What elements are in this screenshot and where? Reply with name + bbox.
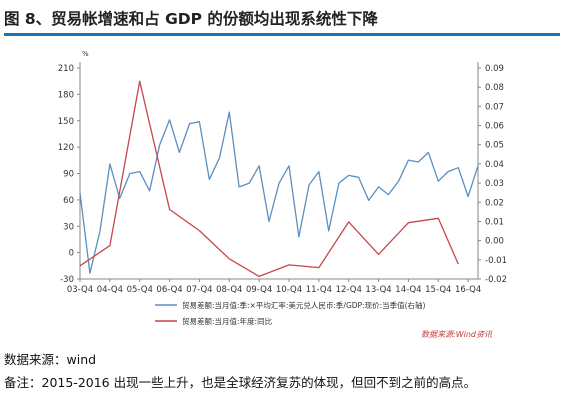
x-axis-tick-label: 05-Q4 xyxy=(127,285,153,295)
x-axis-tick-label: 08-Q4 xyxy=(216,285,242,295)
x-axis-tick-label: 07-Q4 xyxy=(186,285,212,295)
left-axis-tick-label: 120 xyxy=(58,143,74,153)
figure-title: 图 8、贸易帐增速和占 GDP 的份额均出现系统性下降 xyxy=(4,5,560,36)
left-axis-tick-label: 90 xyxy=(63,170,74,180)
x-axis-tick-label: 14-Q4 xyxy=(395,285,421,295)
right-axis-tick-label: 0.03 xyxy=(485,179,504,189)
x-axis-tick-label: 03-Q4 xyxy=(67,285,93,295)
right-axis-tick-label: 0.00 xyxy=(485,237,504,247)
left-axis-tick-label: 210 xyxy=(58,64,74,74)
left-axis-unit: % xyxy=(82,50,89,58)
x-axis-tick-label: 04-Q4 xyxy=(97,285,123,295)
left-axis-tick-label: 60 xyxy=(63,196,74,206)
x-axis-tick-label: 10-Q4 xyxy=(276,285,302,295)
x-axis-tick-label: 12-Q4 xyxy=(336,285,362,295)
right-axis-tick-label: 0.02 xyxy=(485,198,504,208)
footnote-remark: 备注：2015-2016 出现一些上升，也是全球经济复苏的体现，但回不到之前的高… xyxy=(4,375,477,390)
series-line-yoy-growth xyxy=(79,80,459,278)
source-stamp: 数据来源:Wind资讯 xyxy=(421,330,493,339)
right-axis-tick-label: 0.08 xyxy=(485,83,504,93)
x-axis-tick-label: 06-Q4 xyxy=(156,285,182,295)
left-axis-tick-label: -30 xyxy=(60,275,74,285)
legend-label-red: 贸易差额:当月值:年度:同比 xyxy=(182,316,273,326)
left-axis-tick-label: 180 xyxy=(58,90,74,100)
x-axis-tick-label: 16-Q4 xyxy=(455,285,481,295)
left-axis-tick-label: 30 xyxy=(63,222,74,232)
right-axis-tick-label: 0.06 xyxy=(485,122,504,132)
right-axis-tick-label: 0.09 xyxy=(485,64,504,74)
right-axis-tick-label: 0.07 xyxy=(485,102,504,112)
x-axis-tick-label: 11-Q4 xyxy=(306,285,332,295)
legend-label-blue: 贸易差额:当月值:季:×平均汇率:美元兑人民币:季/GDP:现价:当季值(右轴) xyxy=(182,300,426,310)
footnote-source: 数据来源：wind xyxy=(4,352,97,367)
x-axis-tick-label: 15-Q4 xyxy=(425,285,451,295)
right-axis-tick-label: 0.04 xyxy=(485,160,504,170)
x-axis-tick-label: 09-Q4 xyxy=(246,285,272,295)
right-axis-tick-label: -0.02 xyxy=(485,275,507,285)
series-line-share-of-gdp xyxy=(79,111,479,274)
x-axis-tick-label: 13-Q4 xyxy=(365,285,391,295)
left-axis-tick-label: 0 xyxy=(69,249,74,259)
right-axis-tick-label: 0.05 xyxy=(485,141,504,151)
chart-panel: -30 0 30 60 90 120 150 180 210% -0.02 -0.01 0.00 0.0… xyxy=(0,40,565,340)
right-axis-tick-label: -0.01 xyxy=(485,256,507,266)
right-axis-tick-label: 0.01 xyxy=(485,217,504,227)
left-axis-tick-label: 150 xyxy=(58,117,74,127)
trade-balance-chart: -30 0 30 60 90 120 150 180 210% -0.02 -0.01 0.00 0.0… xyxy=(58,50,507,339)
